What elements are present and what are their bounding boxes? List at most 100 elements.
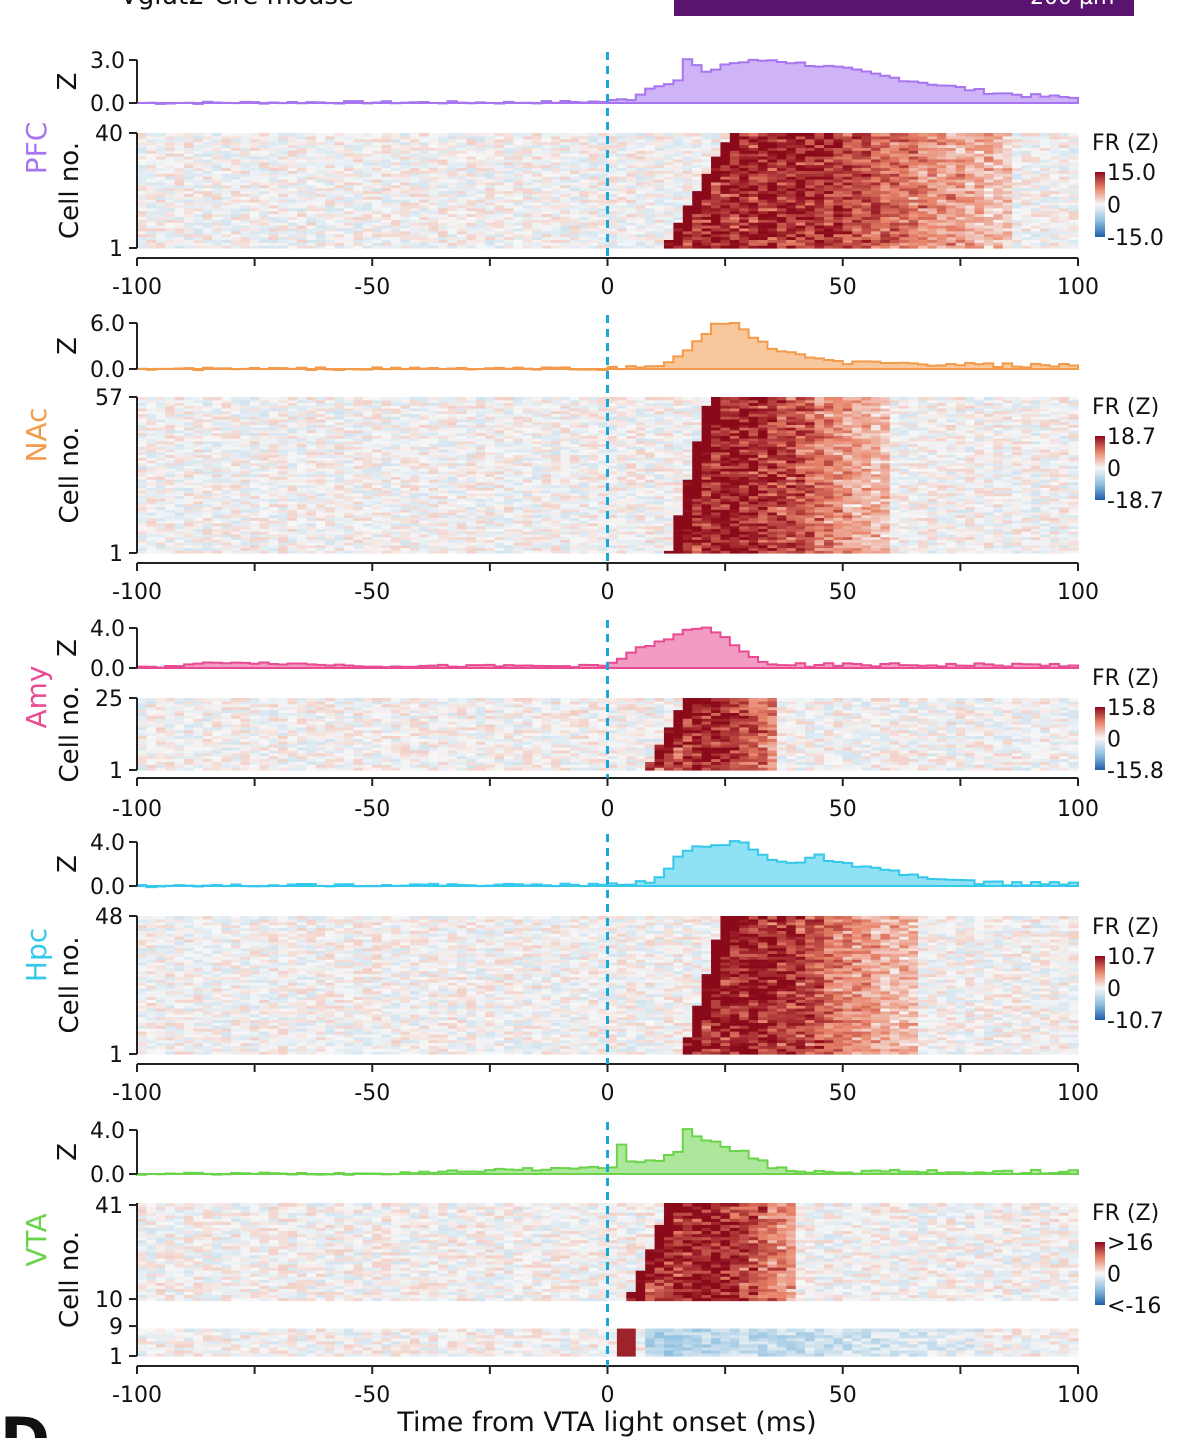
heatmap-cell <box>146 213 157 217</box>
heatmap-cell <box>692 210 703 215</box>
psth-ytick-label: 6.0 <box>90 312 125 337</box>
heatmap-cell <box>965 242 976 246</box>
heatmap-cell <box>202 230 213 235</box>
heatmap-cell <box>711 236 722 240</box>
heatmap-cell <box>993 227 1004 232</box>
heatmap-cell <box>833 236 844 240</box>
heatmap-cell <box>532 210 543 215</box>
heatmap-cell <box>193 225 204 229</box>
heatmap-cell <box>494 222 505 226</box>
heatmap-cell <box>278 242 289 246</box>
heatmap-cell <box>908 245 919 249</box>
heatmap-cell <box>551 213 562 217</box>
heatmap-cell <box>522 210 533 215</box>
heatmap-cell <box>268 242 279 246</box>
heatmap-cell <box>155 242 166 246</box>
heatmap-cell <box>541 233 552 238</box>
heatmap-cell <box>1068 233 1079 238</box>
heatmap-cell <box>758 222 769 226</box>
x-tick-label: -50 <box>354 275 390 300</box>
heatmap-cell <box>240 213 251 217</box>
heatmap-cell <box>532 222 543 226</box>
heatmap-cell <box>532 236 543 240</box>
heatmap-cell <box>372 222 383 226</box>
heatmap-cell <box>870 210 881 215</box>
heatmap-cell <box>560 213 571 217</box>
heatmap-cell <box>315 242 326 246</box>
heatmap-cell <box>739 213 750 217</box>
heatmap-cell <box>466 245 477 249</box>
heatmap-cell <box>306 230 317 235</box>
heatmap-cell <box>165 230 176 235</box>
heatmap-cell <box>1012 242 1023 246</box>
heatmap-cell <box>409 216 420 220</box>
heatmap-cell <box>870 245 881 249</box>
heatmap-cell <box>146 133 157 137</box>
heatmap-cell <box>833 219 844 223</box>
heatmap-cell <box>569 225 580 229</box>
heatmap-cell <box>184 216 195 220</box>
psth-ytick-label: 0.0 <box>90 92 125 117</box>
heatmap-cell <box>409 242 420 246</box>
heatmap-cell <box>438 239 449 243</box>
heatmap-cell <box>635 227 646 232</box>
heatmap-cell <box>1068 213 1079 217</box>
heatmap-cell <box>391 245 402 249</box>
heatmap-cell <box>870 222 881 226</box>
heatmap-cell <box>362 230 373 235</box>
heatmap-cell <box>485 242 496 246</box>
heatmap-cell <box>1068 133 1079 137</box>
heatmap-cell <box>748 233 759 238</box>
heatmap-cell <box>560 225 571 229</box>
heatmap-cell <box>174 236 185 240</box>
heatmap-cell <box>278 227 289 232</box>
heatmap-cell <box>334 230 345 235</box>
heatmap-cell <box>193 236 204 240</box>
heatmap-cell <box>278 207 289 212</box>
heatmap-cell <box>560 227 571 232</box>
heatmap-cell <box>852 225 863 229</box>
heatmap-cell <box>720 227 731 232</box>
heatmap-cell <box>682 230 693 235</box>
heatmap-cell <box>315 233 326 238</box>
heatmap-cell <box>409 236 420 240</box>
heatmap-cell <box>983 227 994 232</box>
heatmap-cell <box>607 213 618 217</box>
heatmap-cell <box>776 233 787 238</box>
heatmap-cell <box>579 245 590 249</box>
heatmap-cell <box>400 210 411 215</box>
heatmap-cell <box>447 227 458 232</box>
heatmap-cell <box>391 219 402 223</box>
heatmap-cell <box>334 210 345 215</box>
heatmap-cell <box>673 222 684 226</box>
heatmap-cell <box>391 239 402 243</box>
heatmap-cell <box>155 233 166 238</box>
heatmap-cell <box>993 236 1004 240</box>
heatmap-cell <box>1002 233 1013 238</box>
heatmap-cell <box>419 245 430 249</box>
heatmap-cell <box>315 216 326 220</box>
heatmap-cell <box>936 245 947 249</box>
heatmap-cell <box>184 242 195 246</box>
heatmap-cell <box>588 233 599 238</box>
heatmap-cell <box>908 227 919 232</box>
heatmap-cell <box>965 222 976 226</box>
heatmap-cell <box>758 216 769 220</box>
heatmap-cell <box>654 216 665 220</box>
heatmap-cell <box>419 233 430 238</box>
heatmap-cell <box>1049 225 1060 229</box>
heatmap-cell <box>918 225 929 229</box>
heatmap-cell <box>645 245 656 249</box>
heatmap-cell <box>965 245 976 249</box>
heatmap-cell <box>193 230 204 235</box>
heatmap-cell <box>259 213 270 217</box>
heatmap-cell <box>635 242 646 246</box>
heatmap-cell <box>795 245 806 249</box>
heatmap-cell <box>485 133 496 137</box>
heatmap-cell <box>419 219 430 223</box>
heatmap-cell <box>485 236 496 240</box>
heatmap-cell <box>626 236 637 240</box>
heatmap-cell <box>758 245 769 249</box>
heatmap-cell <box>165 216 176 220</box>
heatmap-cell <box>278 213 289 217</box>
